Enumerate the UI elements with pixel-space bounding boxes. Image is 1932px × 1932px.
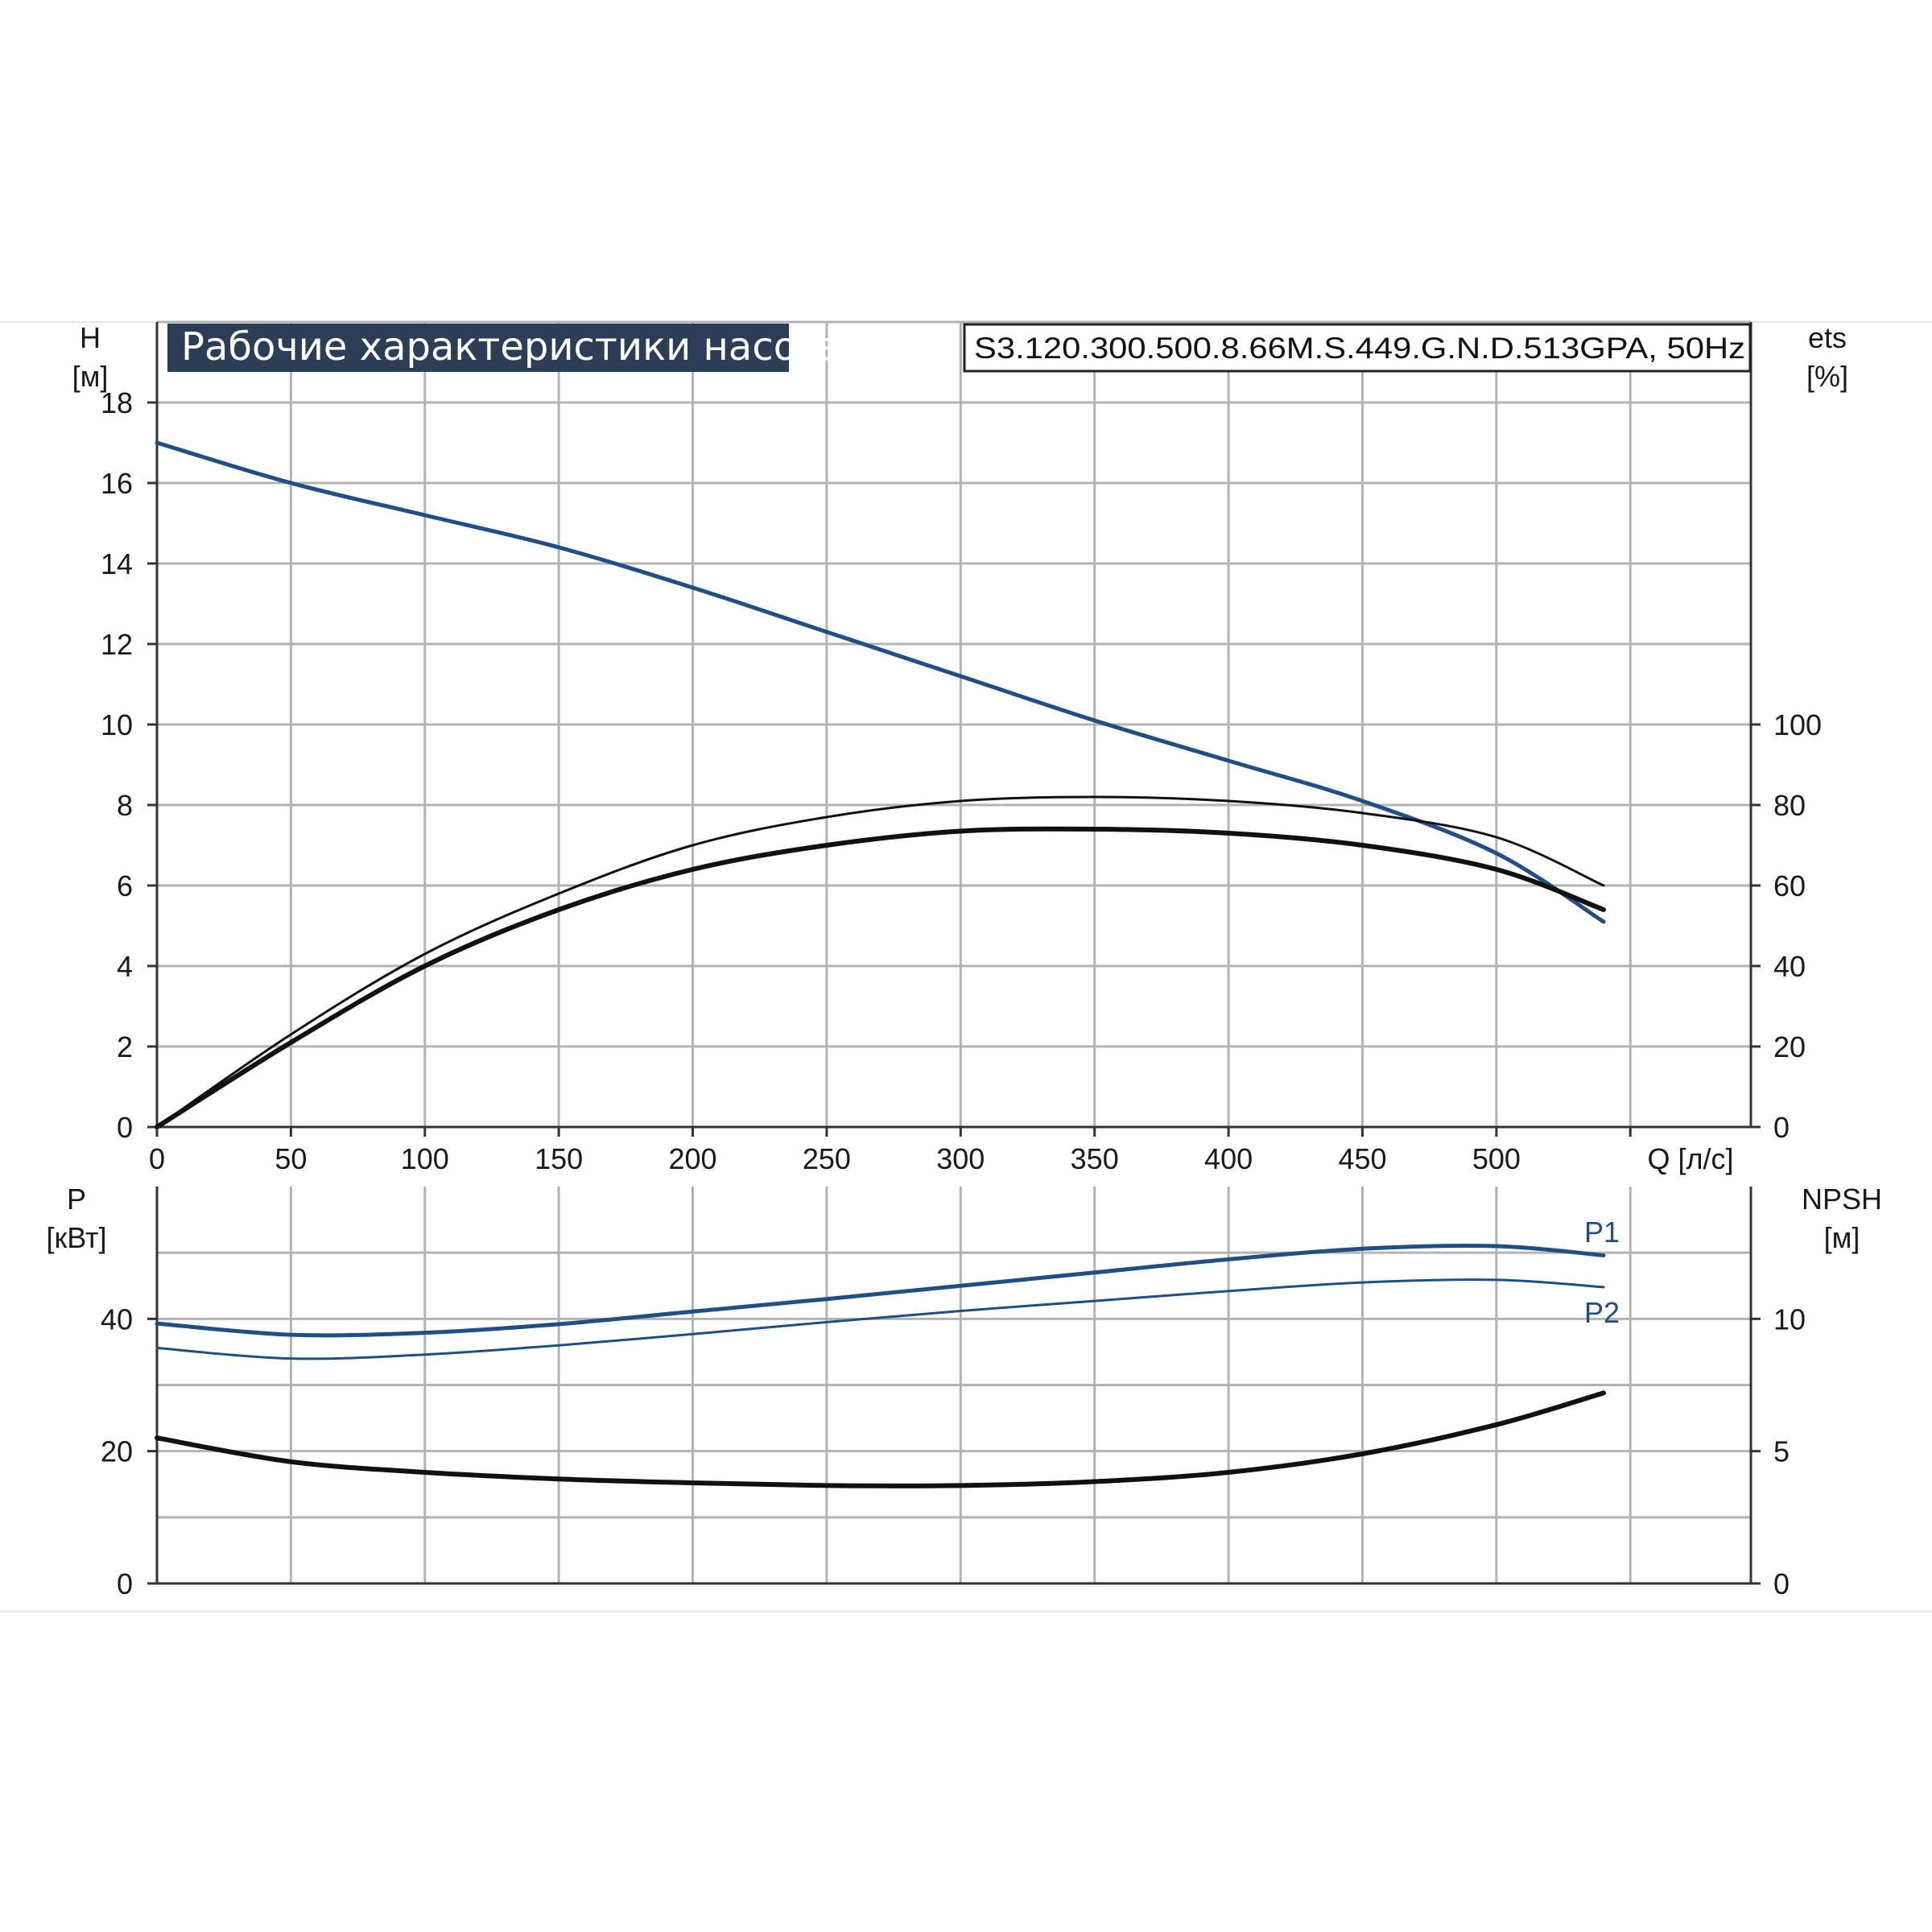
- y-tick-label-head: 0: [117, 1111, 133, 1144]
- efficiency-curve-thick: [155, 826, 1606, 1129]
- x-tick-label: 150: [535, 1142, 583, 1175]
- y-tick-label-npsh: 10: [1773, 1302, 1806, 1335]
- y-tick-label-eta: 40: [1773, 950, 1806, 983]
- power-p1-curve: [155, 1244, 1606, 1338]
- y-tick-label-eta: 60: [1773, 869, 1806, 902]
- head-curve: [155, 440, 1606, 924]
- right-axis-name-npsh: NPSH: [1802, 1183, 1882, 1216]
- title-banner: [167, 324, 789, 372]
- power-p2-curve: [155, 1278, 1605, 1360]
- model-box: [963, 323, 1752, 373]
- left-axis-name-p: P: [67, 1183, 86, 1216]
- y-tick-label-head: 18: [101, 386, 133, 419]
- y-tick-label-head: 10: [101, 708, 133, 741]
- x-tick-label: 200: [669, 1142, 717, 1175]
- x-tick-label: 400: [1204, 1142, 1253, 1175]
- axes: [147, 322, 1761, 1585]
- y-tick-label-head: 14: [101, 547, 133, 580]
- y-tick-label-power: 0: [117, 1567, 133, 1600]
- y-tick-label-head: 6: [117, 869, 133, 902]
- x-tick-label: 450: [1338, 1142, 1386, 1175]
- y-tick-label-head: 8: [117, 789, 133, 822]
- x-axis-label: Q [л/с]: [1647, 1142, 1733, 1175]
- y-tick-label-head: 12: [101, 628, 133, 661]
- series-bottom: [155, 1244, 1606, 1488]
- y-tick-label-head: 16: [101, 467, 133, 500]
- left-axis-unit-p: [кВт]: [46, 1221, 106, 1254]
- x-tick-label: 250: [803, 1142, 851, 1175]
- x-tick-label: 50: [275, 1142, 307, 1175]
- y-tick-label-eta: 80: [1773, 789, 1806, 822]
- right-axis-unit-npsh: [м]: [1824, 1221, 1860, 1254]
- left-axis-name-h: H: [80, 321, 101, 354]
- tick-labels: 0 50 100 150 200 250 300 350 400 450 5000246810121…: [101, 386, 1822, 1600]
- chart-title: Рабочие характеристики насоса: [181, 324, 842, 369]
- x-tick-label: 350: [1071, 1142, 1119, 1175]
- y-tick-label-head: 2: [117, 1030, 133, 1063]
- right-axis-unit-eta: [%]: [1806, 360, 1848, 393]
- y-tick-label-eta: 100: [1773, 708, 1822, 741]
- grid-bottom: [157, 1187, 1751, 1583]
- x-tick-label: 100: [401, 1142, 449, 1175]
- y-tick-label-eta: 20: [1773, 1030, 1806, 1063]
- model-designation: S3.120.300.500.8.66M.S.449.G.N.D.513GPA,…: [974, 332, 1745, 365]
- x-tick-label: 0: [149, 1142, 165, 1175]
- efficiency-curve-thin: [155, 795, 1605, 1129]
- series-top: [155, 440, 1606, 1129]
- y-tick-label-power: 40: [101, 1302, 133, 1335]
- grid-top: [157, 320, 1751, 1127]
- npsh-curve: [155, 1390, 1606, 1488]
- x-tick-label: 500: [1472, 1142, 1521, 1175]
- y-tick-label-npsh: 0: [1773, 1567, 1790, 1600]
- y-tick-label-eta: 0: [1773, 1111, 1790, 1144]
- y-tick-label-head: 4: [117, 950, 133, 983]
- y-tick-label-npsh: 5: [1773, 1435, 1790, 1468]
- series-label-p2: P2: [1584, 1296, 1620, 1329]
- right-axis-name-eta: ets: [1808, 321, 1847, 354]
- y-tick-label-power: 20: [101, 1435, 133, 1468]
- left-axis-unit-h: [м]: [72, 360, 109, 393]
- x-tick-label: 300: [936, 1142, 985, 1175]
- series-label-p1: P1: [1584, 1216, 1620, 1249]
